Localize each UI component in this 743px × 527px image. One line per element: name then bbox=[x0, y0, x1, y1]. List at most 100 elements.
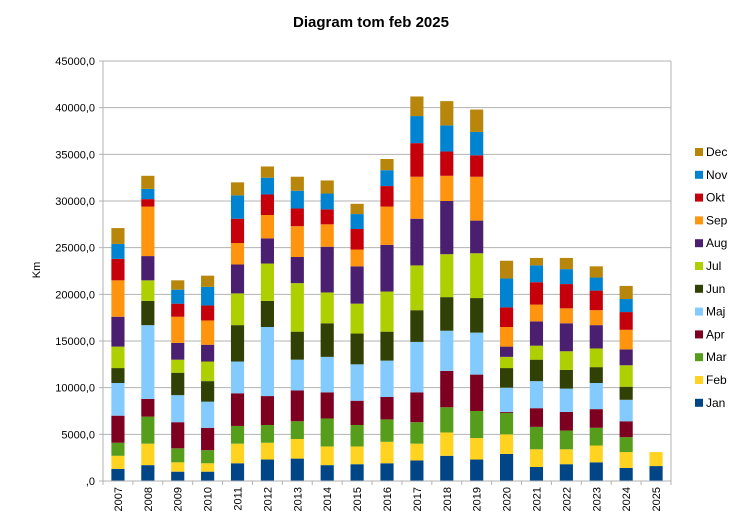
bar-segment-mar-2018 bbox=[440, 407, 454, 433]
bar-segment-jan-2013 bbox=[290, 458, 304, 481]
bar-segment-apr-2013 bbox=[290, 390, 304, 422]
bar-segment-jan-2010 bbox=[201, 471, 215, 481]
bar-segment-maj-2018 bbox=[440, 330, 454, 371]
bar-segment-jan-2014 bbox=[320, 465, 334, 481]
bar-segment-sep-2012 bbox=[260, 215, 274, 239]
bar-segment-maj-2010 bbox=[201, 401, 215, 428]
x-tick-label: 2019 bbox=[472, 487, 484, 511]
bar-segment-maj-2014 bbox=[320, 356, 334, 393]
bar-segment-dec-2023 bbox=[589, 266, 603, 278]
bar-segment-okt-2013 bbox=[290, 208, 304, 227]
bar-segment-jan-2011 bbox=[230, 463, 245, 481]
bar-segment-mar-2020 bbox=[500, 412, 514, 435]
x-tick-label: 2014 bbox=[322, 487, 334, 511]
bar-segment-apr-2024 bbox=[619, 421, 633, 438]
legend-label-maj: Maj bbox=[706, 305, 725, 319]
bar-segment-jul-2018 bbox=[440, 254, 454, 298]
bar-segment-nov-2015 bbox=[350, 214, 364, 229]
bar-segment-jan-2017 bbox=[410, 460, 424, 481]
bar-segment-jun-2017 bbox=[410, 310, 424, 342]
bar-segment-feb-2019 bbox=[470, 438, 484, 460]
bar-segment-feb-2020 bbox=[500, 434, 514, 454]
bar-segment-apr-2015 bbox=[350, 400, 364, 425]
y-tick-label: 5000,0 bbox=[61, 429, 95, 441]
bar-segment-maj-2024 bbox=[619, 399, 633, 422]
bar-segment-dec-2022 bbox=[559, 257, 573, 270]
legend: Dec Nov Okt Sep Aug Jul Jun Maj Apr Mar Feb Jan bbox=[695, 145, 728, 410]
bar-segment-apr-2019 bbox=[470, 374, 484, 411]
bar-segment-jun-2008 bbox=[141, 300, 155, 326]
bar-segment-apr-2017 bbox=[410, 392, 424, 423]
bar-segment-aug-2020 bbox=[500, 346, 514, 357]
bar-segment-mar-2014 bbox=[320, 418, 334, 447]
bar-segment-maj-2019 bbox=[470, 332, 484, 375]
x-tick-label: 2008 bbox=[143, 487, 155, 511]
bar-segment-jul-2019 bbox=[470, 253, 484, 299]
bar-segment-mar-2024 bbox=[619, 437, 633, 453]
bar-segment-dec-2017 bbox=[410, 96, 424, 117]
bar-segment-nov-2016 bbox=[380, 170, 394, 187]
bar-segment-maj-2007 bbox=[111, 383, 125, 416]
x-tick-label: 2024 bbox=[621, 487, 633, 511]
bar-segment-apr-2020 bbox=[500, 411, 514, 413]
bar-segment-sep-2009 bbox=[171, 316, 185, 343]
bar-segment-nov-2019 bbox=[470, 131, 484, 156]
x-tick-label: 2020 bbox=[502, 487, 514, 511]
x-tick-label: 2015 bbox=[352, 487, 364, 511]
bar-segment-aug-2011 bbox=[230, 264, 245, 294]
bar-segment-sep-2017 bbox=[410, 176, 424, 219]
bar-segment-aug-2012 bbox=[260, 238, 274, 264]
bar-segment-jul-2017 bbox=[410, 265, 424, 311]
bar-segment-jul-2014 bbox=[320, 292, 334, 324]
bar-segment-dec-2020 bbox=[500, 260, 514, 279]
bar-segment-dec-2012 bbox=[260, 166, 274, 178]
bar-segment-jan-2007 bbox=[111, 468, 125, 481]
bar-segment-jul-2021 bbox=[529, 345, 544, 360]
legend-label-feb: Feb bbox=[706, 373, 727, 387]
bar-segment-okt-2011 bbox=[230, 218, 245, 243]
legend-swatch-dec bbox=[695, 148, 703, 156]
bar-segment-jul-2013 bbox=[290, 283, 304, 332]
bar-segment-maj-2008 bbox=[141, 325, 155, 399]
bar-segment-mar-2021 bbox=[529, 426, 544, 450]
legend-label-aug: Aug bbox=[706, 236, 727, 250]
bar-segment-nov-2010 bbox=[201, 286, 215, 306]
bar-segment-feb-2011 bbox=[230, 443, 245, 464]
bar-segment-aug-2013 bbox=[290, 257, 304, 284]
bar-segment-apr-2011 bbox=[230, 393, 245, 426]
bar-segment-apr-2021 bbox=[529, 408, 544, 427]
bar-segment-sep-2015 bbox=[350, 249, 364, 267]
bar-segment-dec-2014 bbox=[320, 180, 334, 194]
bar-segment-feb-2022 bbox=[559, 449, 573, 465]
bar-segment-mar-2017 bbox=[410, 422, 424, 444]
legend-label-sep: Sep bbox=[706, 213, 728, 227]
bar-segment-sep-2014 bbox=[320, 224, 334, 247]
x-tick-label: 2016 bbox=[382, 487, 394, 511]
bar-segment-jan-2019 bbox=[470, 459, 484, 481]
bar-segment-maj-2022 bbox=[559, 388, 573, 412]
bar-segment-mar-2015 bbox=[350, 425, 364, 447]
bar-segment-maj-2020 bbox=[500, 387, 514, 412]
bar-segment-sep-2010 bbox=[201, 320, 215, 345]
bar-segment-apr-2009 bbox=[171, 422, 185, 449]
y-tick-label: 20000,0 bbox=[55, 289, 95, 301]
bar-segment-okt-2023 bbox=[589, 290, 603, 311]
bar-segment-jul-2022 bbox=[559, 351, 573, 370]
bar-segment-jul-2016 bbox=[380, 291, 394, 332]
bar-segment-mar-2009 bbox=[171, 448, 185, 463]
bar-segment-jul-2011 bbox=[230, 293, 245, 326]
bar-segment-mar-2013 bbox=[290, 421, 304, 439]
bar-segment-sep-2019 bbox=[470, 176, 484, 221]
bar-segment-sep-2016 bbox=[380, 206, 394, 245]
x-tick-label: 2012 bbox=[262, 487, 274, 511]
legend-label-apr: Apr bbox=[706, 327, 725, 341]
bar-segment-feb-2017 bbox=[410, 443, 424, 461]
bar-segment-aug-2015 bbox=[350, 266, 364, 304]
bar-segment-jan-2023 bbox=[589, 462, 603, 481]
bar-segment-aug-2010 bbox=[201, 344, 215, 362]
bar-segment-dec-2007 bbox=[111, 228, 125, 244]
bars bbox=[111, 96, 663, 481]
bar-segment-nov-2012 bbox=[260, 177, 274, 195]
bar-segment-maj-2015 bbox=[350, 364, 364, 401]
chart-title: Diagram tom feb 2025 bbox=[293, 14, 449, 31]
